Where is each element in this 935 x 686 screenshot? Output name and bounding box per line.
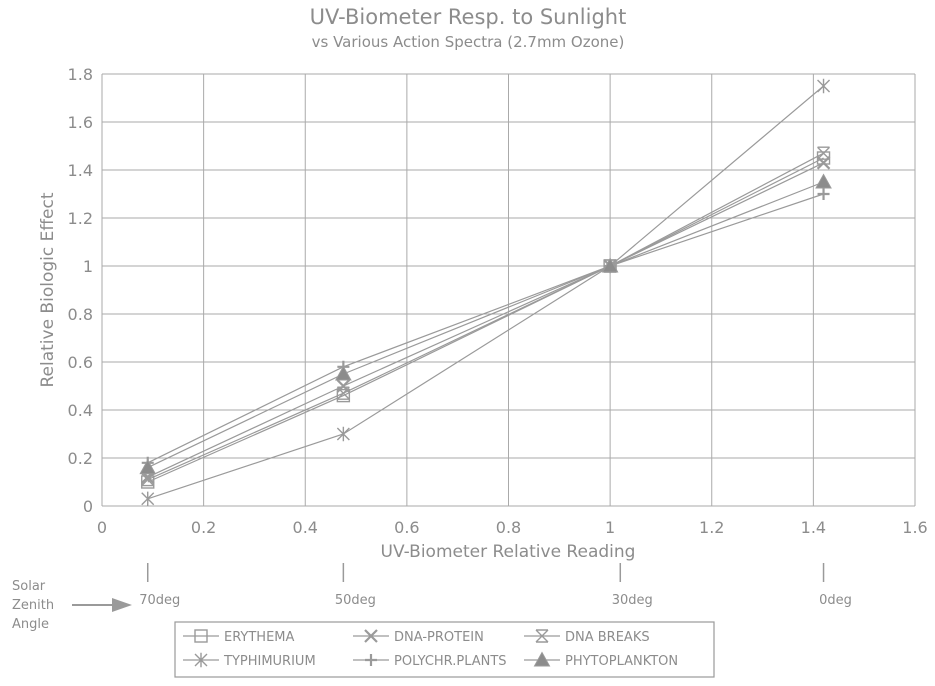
series-phytoplankton: [139, 173, 832, 475]
asterisk-marker: [141, 491, 155, 506]
series-group: [139, 78, 832, 506]
data-point: [817, 146, 831, 160]
series-line: [147, 193, 824, 464]
y-tick-label: 0.4: [68, 401, 93, 420]
series-line: [147, 157, 824, 483]
data-point: [601, 257, 619, 273]
series-polychr-plants: [141, 188, 830, 469]
zenith-caption-line: Solar: [12, 579, 46, 594]
zenith-arrow-head: [112, 598, 132, 612]
square-marker: [194, 629, 208, 643]
asterisk-marker: [194, 652, 208, 668]
triangle-marker: [139, 459, 157, 475]
x-tick-label: 1.2: [699, 518, 724, 537]
x-axis-label: UV-Biometer Relative Reading: [381, 542, 636, 562]
x-tick-label: 0.2: [191, 518, 216, 537]
triangle-marker: [335, 365, 352, 381]
data-point: [336, 426, 350, 442]
tick-labels: 0 0.2 0.4 0.6 0.8 1 1.2 1.4 1.6 0 0.2 0.4 0.6 0.8 1 1.2…: [68, 65, 928, 537]
y-tick-label: 0.8: [68, 305, 93, 324]
legend-item: DNA BREAKS: [524, 629, 650, 645]
legend-item: DNA-PROTEIN: [353, 629, 484, 645]
series-typhimurium: [141, 78, 831, 506]
series-erythema: [141, 151, 831, 489]
legend-label: POLYCHR.PLANTS: [394, 654, 507, 669]
data-point: [139, 459, 157, 475]
zenith-angle-scale: Solar Zenith Angle 70deg 50deg 30deg 0deg: [12, 563, 852, 632]
boxed-x-marker: [336, 386, 350, 400]
data-point: [336, 386, 350, 400]
asterisk-marker: [817, 78, 831, 94]
plus-marker: [365, 654, 377, 666]
data-point: [141, 491, 155, 506]
y-tick-label: 0: [83, 497, 93, 516]
legend-box: [174, 621, 715, 678]
legend-item: ERYTHEMA: [183, 629, 295, 645]
legend-item: TYPHIMURIUM: [183, 652, 316, 669]
y-axis-label: Relative Biologic Effect: [38, 192, 58, 387]
legend-label: DNA BREAKS: [565, 630, 650, 645]
legend-label: PHYTOPLANKTON: [565, 654, 678, 669]
series-line: [147, 162, 824, 478]
triangle-marker: [815, 173, 832, 189]
y-tick-label: 1.2: [68, 209, 93, 228]
boxed-x-marker: [817, 146, 831, 160]
boxed-x-marker: [535, 629, 549, 643]
series-line: [147, 85, 824, 500]
y-tick-label: 0.6: [68, 353, 93, 372]
x-marker: [364, 629, 378, 643]
x-tick-label: 1.6: [902, 518, 927, 537]
asterisk-marker: [336, 426, 350, 442]
zenith-angle-label: 50deg: [335, 593, 376, 608]
legend: ERYTHEMA DNA-PROTEIN DNA BREAKS TYPHIMURIUM…: [174, 621, 715, 678]
zenith-angle-label: 0deg: [819, 593, 852, 608]
legend-item: POLYCHR.PLANTS: [353, 654, 507, 669]
legend-label: ERYTHEMA: [224, 630, 295, 645]
x-tick-label: 1.4: [801, 518, 826, 537]
data-point: [815, 173, 832, 189]
plus-marker: [817, 188, 830, 200]
x-tick-label: 1: [605, 518, 615, 537]
chart-title: UV-Biometer Resp. to Sunlight: [310, 5, 627, 29]
y-tick-label: 0.2: [68, 449, 93, 468]
legend-item: PHYTOPLANKTON: [524, 651, 678, 669]
triangle-marker: [533, 651, 551, 667]
x-tick-label: 0: [97, 518, 107, 537]
zenith-angle-label: 30deg: [612, 593, 653, 608]
zenith-caption-line: Angle: [12, 617, 49, 632]
legend-label: TYPHIMURIUM: [223, 654, 316, 669]
data-point: [817, 188, 830, 200]
x-tick-label: 0.6: [394, 518, 419, 537]
y-tick-label: 1.4: [68, 161, 93, 180]
y-tick-label: 1.6: [68, 113, 93, 132]
x-tick-label: 0.8: [496, 518, 521, 537]
y-tick-label: 1: [83, 257, 93, 276]
triangle-marker: [601, 257, 619, 273]
legend-label: DNA-PROTEIN: [394, 630, 484, 645]
zenith-angle-label: 70deg: [139, 593, 180, 608]
series-line: [147, 181, 824, 469]
y-tick-label: 1.8: [68, 65, 93, 84]
series-dna-protein: [140, 156, 831, 484]
data-point: [335, 365, 352, 381]
series-line: [147, 152, 824, 481]
chart-subtitle: vs Various Action Spectra (2.7mm Ozone): [312, 33, 625, 51]
zenith-caption-line: Zenith: [12, 598, 54, 613]
x-tick-label: 0.4: [293, 518, 318, 537]
data-point: [817, 78, 831, 94]
